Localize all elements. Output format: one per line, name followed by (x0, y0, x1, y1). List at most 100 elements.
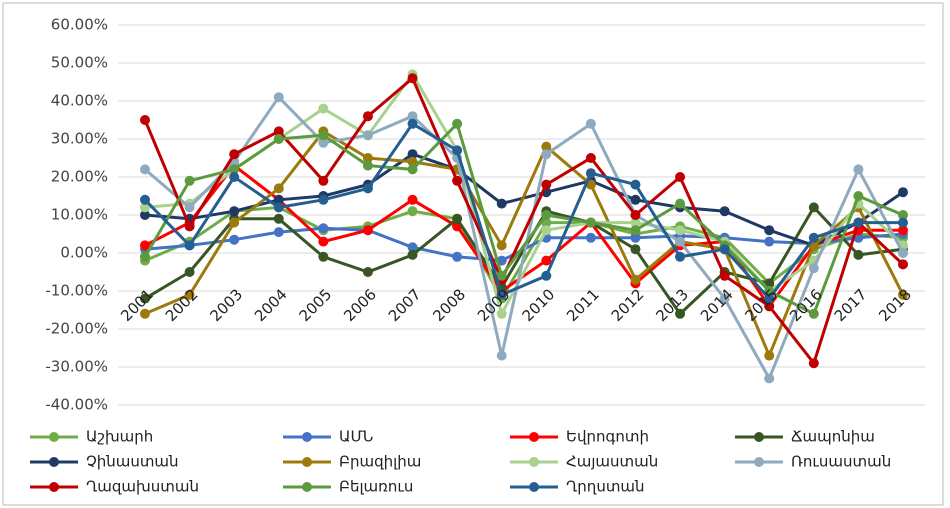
series-line (143, 121, 903, 301)
data-point (140, 240, 150, 251)
data-point (318, 251, 329, 262)
data-point (541, 179, 552, 190)
data-point (273, 183, 284, 194)
data-point (541, 149, 552, 160)
data-point (496, 308, 507, 319)
legend-label: Աշխարհ (86, 428, 153, 446)
data-point (496, 270, 507, 281)
data-point (273, 227, 284, 238)
data-point (898, 217, 908, 228)
data-point (853, 191, 864, 201)
data-point (898, 187, 908, 198)
legend-marker (49, 432, 59, 442)
data-point (318, 130, 329, 141)
data-point (764, 350, 775, 361)
data-point (585, 232, 596, 243)
data-point (407, 194, 418, 205)
data-point (630, 210, 641, 220)
data-point (273, 213, 284, 224)
data-point (229, 217, 240, 228)
legend-marker (49, 457, 59, 467)
data-point (630, 274, 641, 285)
data-point (541, 141, 552, 152)
data-point (764, 236, 775, 247)
data-point (675, 308, 686, 319)
data-point (452, 145, 463, 156)
data-point (184, 240, 195, 251)
data-point (318, 137, 329, 148)
data-point (140, 115, 150, 125)
data-point (675, 236, 686, 247)
legend-marker (754, 432, 764, 442)
y-tick-label: 60.00% (51, 16, 108, 34)
data-point (362, 130, 373, 141)
data-point (452, 118, 463, 129)
data-point (407, 118, 418, 129)
data-point (452, 213, 463, 224)
legend-label: Ճապոնիա (791, 428, 875, 446)
data-point (362, 225, 373, 236)
data-point (630, 225, 641, 236)
data-point (675, 225, 686, 236)
data-point (719, 206, 730, 217)
data-point (585, 153, 596, 163)
data-point (719, 270, 730, 281)
data-point (362, 267, 373, 277)
data-point (630, 194, 641, 205)
legend-label: Չինաստան (86, 453, 179, 471)
data-point (184, 175, 195, 186)
data-point (808, 358, 819, 369)
data-point (541, 210, 552, 220)
data-point (407, 206, 418, 217)
data-point (541, 255, 552, 266)
data-point (808, 202, 819, 213)
data-point (184, 267, 195, 277)
data-point (764, 373, 775, 384)
data-point (362, 111, 373, 122)
legend-label: Բելառուս (339, 478, 413, 496)
legend-marker (302, 432, 312, 442)
data-point (362, 160, 373, 171)
data-point (764, 225, 775, 236)
data-point (184, 221, 195, 232)
legend-marker (529, 457, 539, 467)
data-point (229, 172, 240, 182)
data-point (808, 308, 819, 319)
legend-label: Եվրոգոտի (566, 428, 649, 446)
legend-marker (754, 457, 764, 467)
data-point (273, 202, 284, 213)
data-point (764, 301, 775, 312)
legend-marker (49, 482, 59, 492)
legend-marker (302, 482, 312, 492)
data-point (407, 73, 418, 84)
y-tick-label: 50.00% (51, 54, 108, 72)
data-point (898, 225, 908, 236)
data-point (675, 172, 686, 182)
data-point (585, 217, 596, 228)
data-point (407, 242, 418, 253)
data-point (541, 225, 552, 236)
y-tick-label: 20.00% (51, 168, 108, 186)
data-point (853, 217, 864, 228)
data-point (318, 236, 329, 247)
data-point (140, 293, 150, 304)
legend-marker (529, 432, 539, 442)
y-tick-label: -40.00% (45, 396, 108, 414)
data-point (764, 278, 775, 289)
data-point (407, 149, 418, 160)
data-point (407, 249, 418, 260)
data-point (808, 232, 819, 243)
data-point (898, 210, 908, 220)
data-point (318, 103, 329, 114)
legend-label: ԱՄՆ (339, 428, 373, 446)
data-point (898, 248, 908, 258)
data-point (140, 194, 150, 205)
data-point (630, 217, 641, 228)
data-point (362, 153, 373, 163)
data-point (853, 164, 864, 175)
data-point (898, 289, 908, 300)
data-point (585, 168, 596, 179)
data-point (585, 118, 596, 129)
data-point (675, 251, 686, 262)
data-point (140, 210, 150, 220)
